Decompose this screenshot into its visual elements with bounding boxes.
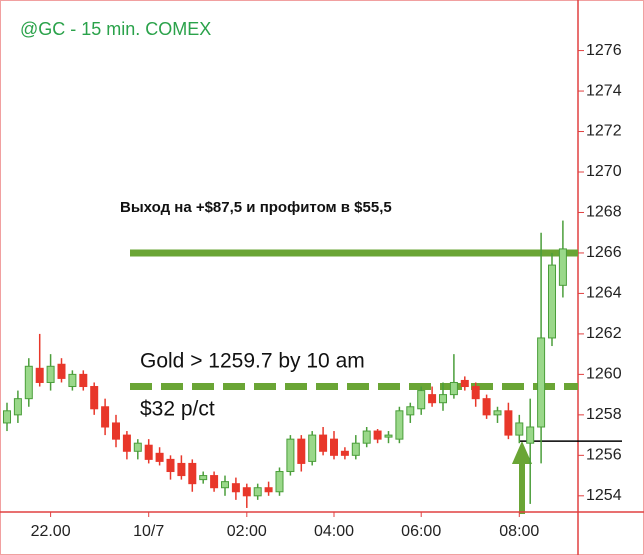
y-tick-label: 1266: [586, 244, 622, 261]
candle-body: [340, 450, 349, 456]
candle-body: [155, 452, 164, 462]
candle-body: [144, 444, 153, 460]
candle-body: [351, 442, 360, 456]
y-tick-label: 1260: [586, 366, 622, 383]
candle-body: [548, 264, 556, 339]
candle-body: [210, 475, 219, 489]
candle-body: [330, 438, 338, 456]
candle-body: [297, 438, 306, 464]
x-tick-label: 22.00: [31, 523, 71, 540]
candle-body: [395, 410, 404, 440]
x-tick-label: 10/7: [133, 523, 164, 540]
candle-body: [13, 398, 22, 416]
entry-arrow: [511, 441, 533, 514]
x-tick-label: 02:00: [227, 523, 267, 540]
candle-body: [286, 438, 295, 473]
y-tick-label: 1262: [586, 325, 622, 342]
y-tick-label: 1272: [586, 123, 622, 140]
candle-body: [166, 458, 175, 473]
candle-body: [373, 430, 382, 440]
annotation: Выход на +$87,5 и профитом в $55,5: [120, 199, 392, 216]
annotation: Gold > 1259.7 by 10 am: [140, 350, 365, 373]
candle-body: [46, 365, 55, 383]
candle-body: [471, 386, 480, 400]
y-tick-label: 1254: [586, 487, 622, 504]
candle-body: [221, 481, 229, 489]
candle-body: [308, 434, 317, 462]
candle-body: [68, 373, 77, 388]
x-tick-label: 08:00: [499, 523, 539, 540]
candle-body: [504, 410, 513, 436]
candle-body: [362, 430, 371, 444]
y-tick-label: 1270: [586, 163, 622, 180]
candle-body: [428, 394, 437, 404]
candle-body: [264, 487, 273, 493]
candle-body: [482, 398, 491, 416]
y-tick-label: 1274: [586, 82, 622, 99]
chart-title: @GC - 15 min. COMEX: [20, 19, 211, 39]
candle-body: [35, 367, 44, 383]
candle-body: [439, 394, 447, 404]
candle-body: [3, 410, 11, 424]
candle-body: [558, 248, 567, 286]
candle-body: [188, 462, 197, 485]
candle-body: [319, 434, 328, 452]
candle-body: [90, 386, 99, 410]
candle-body: [79, 373, 88, 388]
candle-body: [177, 462, 186, 477]
candle-body: [449, 381, 458, 396]
x-tick-label: 06:00: [401, 523, 441, 540]
candle-body: [275, 471, 284, 493]
candle-body: [493, 410, 502, 416]
candle-body: [406, 406, 415, 416]
x-tick-label: 04:00: [314, 523, 354, 540]
candle-body: [526, 426, 535, 444]
candle-body: [515, 422, 524, 436]
candle-body: [460, 379, 469, 388]
y-tick-label: 1276: [586, 42, 622, 59]
candle-body: [112, 422, 120, 440]
candle-body: [57, 363, 66, 379]
candle-body: [199, 475, 208, 481]
candle-body: [242, 487, 251, 497]
candle-body: [537, 337, 546, 428]
y-tick-label: 1256: [586, 447, 622, 464]
candle-body: [384, 434, 393, 438]
candle-body: [24, 365, 33, 400]
candle-body: [101, 406, 110, 428]
candle-body: [253, 487, 262, 497]
candle-body: [417, 390, 426, 410]
y-tick-label: 1258: [586, 406, 622, 423]
candle-body: [231, 483, 240, 493]
y-tick-label: 1268: [586, 204, 622, 221]
annotation: $32 p/ct: [140, 398, 215, 421]
candle-body: [122, 434, 131, 452]
candle-body: [133, 442, 142, 452]
y-tick-label: 1264: [586, 285, 622, 302]
